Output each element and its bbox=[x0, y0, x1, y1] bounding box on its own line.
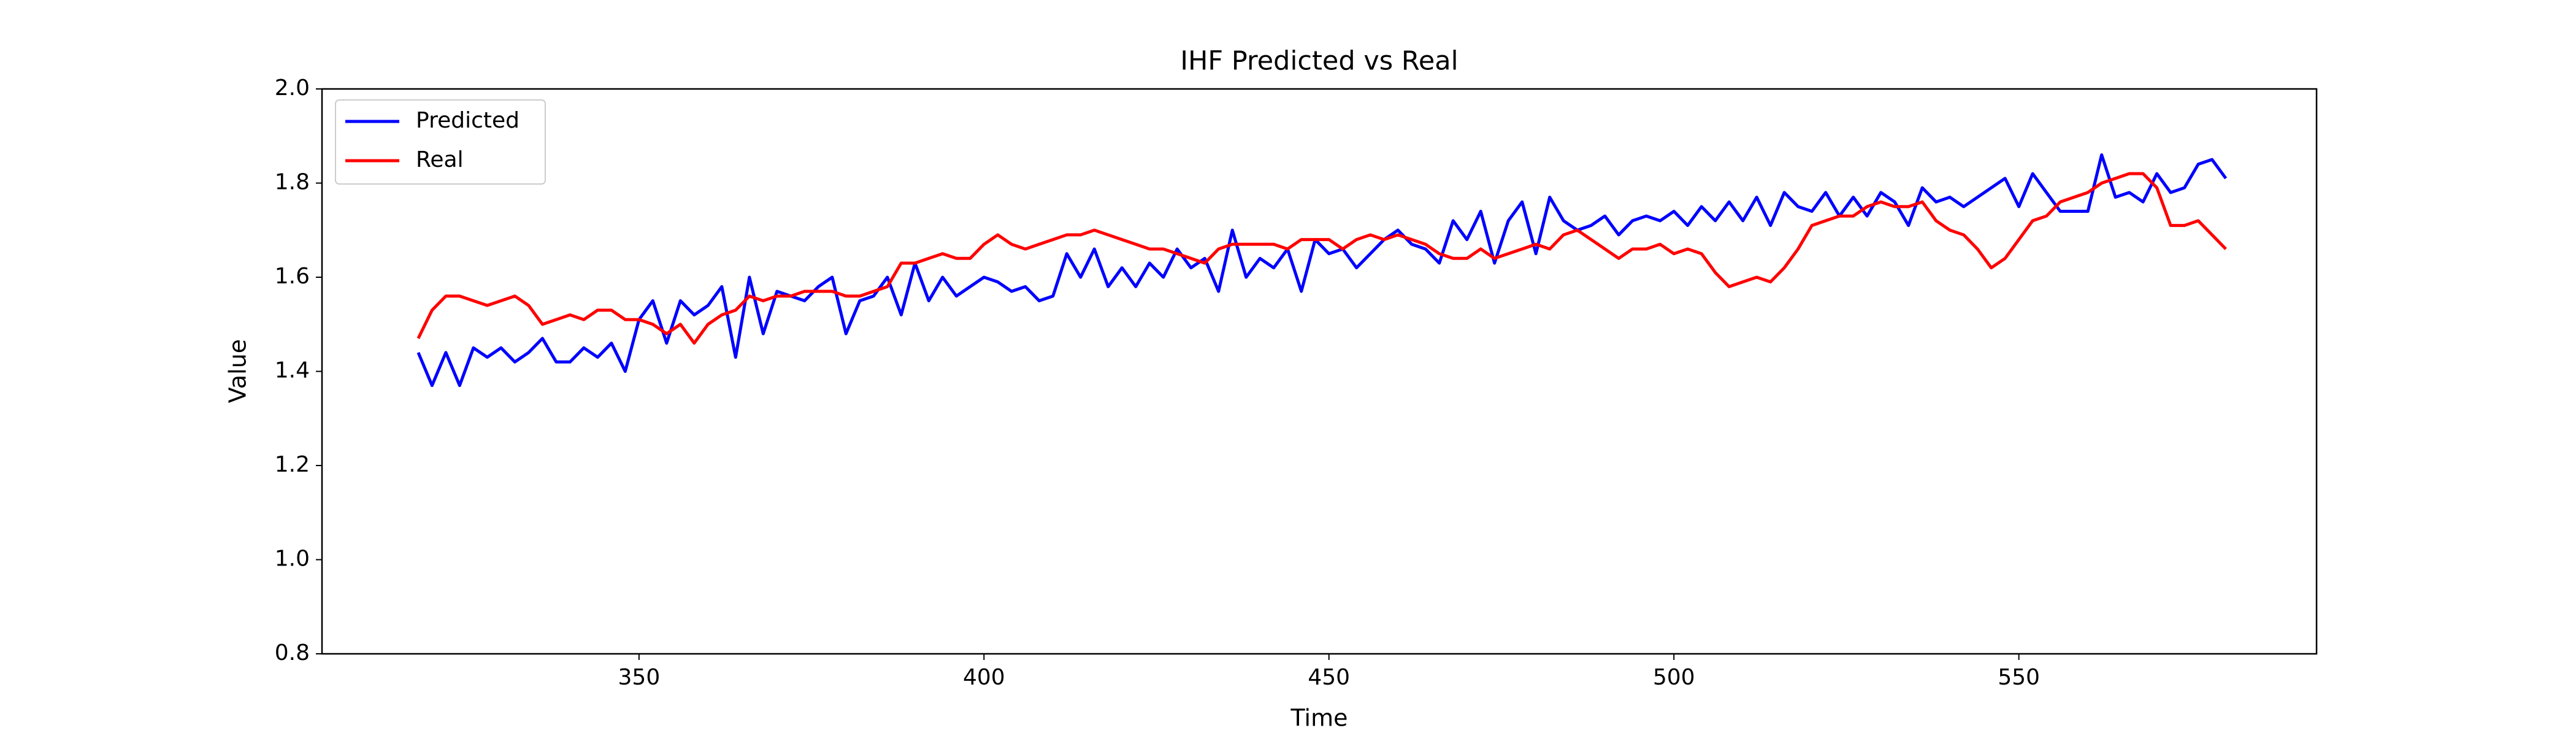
data-line bbox=[416, 172, 2227, 345]
y-tick-label: 1.6 bbox=[275, 264, 310, 289]
x-tick-label: 350 bbox=[618, 665, 661, 690]
y-tick-label: 1.4 bbox=[275, 358, 310, 383]
legend-label: Predicted bbox=[416, 108, 519, 133]
chart-title: IHF Predicted vs Real bbox=[1180, 46, 1458, 77]
data-line bbox=[416, 153, 2228, 388]
y-tick-label: 1.8 bbox=[275, 170, 310, 195]
y-tick-label: 0.8 bbox=[275, 640, 310, 665]
x-tick-label: 550 bbox=[1998, 665, 2040, 690]
legend-label: Real bbox=[416, 147, 464, 172]
plot-frame bbox=[321, 88, 2318, 655]
x-tick-label: 450 bbox=[1308, 665, 1350, 690]
y-tick-label: 2.0 bbox=[275, 75, 310, 101]
y-axis-label: Value bbox=[224, 339, 251, 403]
x-tick-label: 400 bbox=[963, 665, 1005, 690]
y-tick-label: 1.2 bbox=[275, 452, 310, 477]
y-tick-label: 1.0 bbox=[275, 546, 310, 572]
x-tick-label: 500 bbox=[1653, 665, 1695, 690]
x-axis-label: Time bbox=[1290, 705, 1348, 732]
